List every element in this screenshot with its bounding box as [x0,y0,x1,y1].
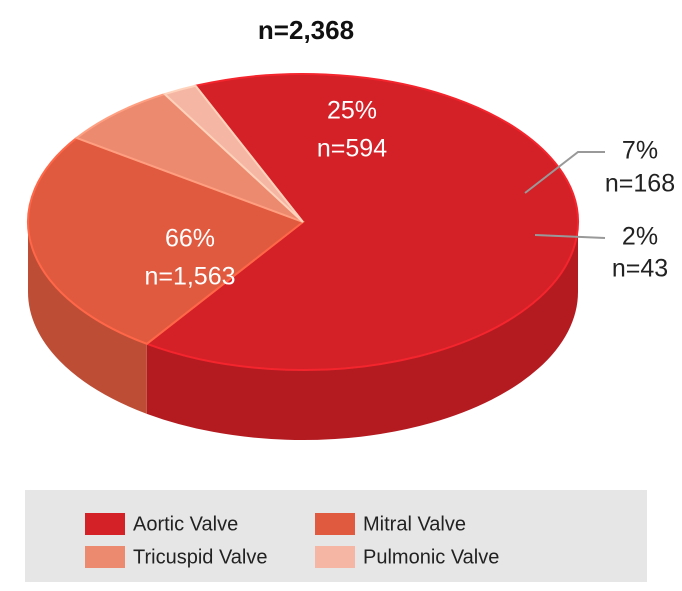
legend-label: Aortic Valve [133,513,238,535]
pie-slice [74,92,304,223]
chart-title: n=2,368 [258,15,354,45]
legend-label: Tricuspid Valve [133,546,268,568]
count-label: n=43 [612,255,668,283]
legend-box [25,490,647,582]
value-label: 25% [327,97,377,125]
legend-swatch [85,546,125,568]
legend-label: Pulmonic Valve [363,546,499,568]
legend-swatch [85,513,125,535]
pie-side [146,222,579,440]
count-label: n=594 [317,135,387,163]
value-label: 7% [622,137,658,165]
legend-swatch [315,546,355,568]
pie-side [28,222,147,414]
leader-line [534,234,606,239]
value-label: 2% [622,223,658,251]
value-label: 66% [165,225,215,253]
legend-swatch [315,513,355,535]
pie-slice [162,84,304,223]
legend-label: Mitral Valve [363,513,466,535]
count-label: n=1,563 [144,263,235,291]
pie-slice [27,136,306,345]
count-label: n=168 [605,170,675,198]
leader-line [524,151,605,194]
